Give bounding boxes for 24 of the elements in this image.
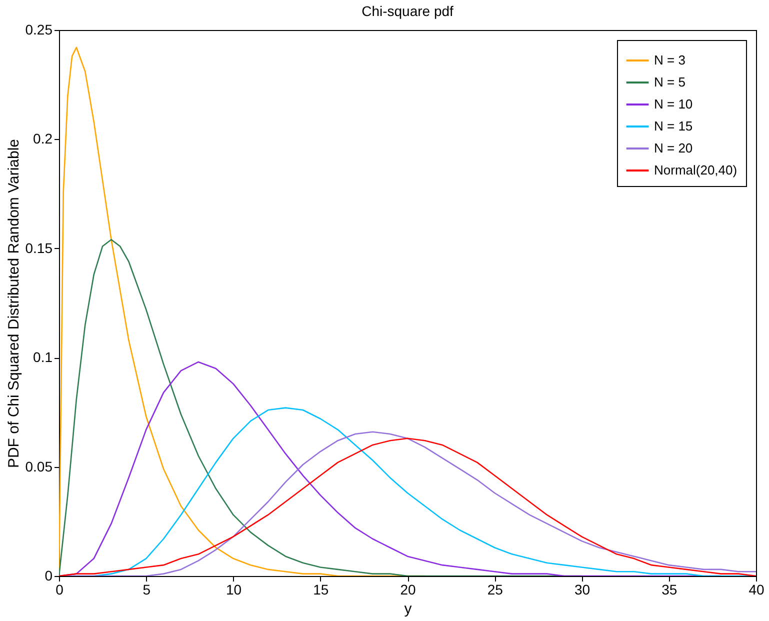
x-tick-label: 40 [748,582,764,598]
legend-label: Normal(20,40) [654,162,738,178]
y-tick-label: 0.1 [33,349,53,366]
x-tick-label: 5 [142,582,151,598]
legend-label: N = 3 [654,52,686,68]
y-axis-title: PDF of Chi Squared Distributed Random Variable [5,138,22,468]
y-tick-label: 0 [44,568,53,584]
x-tick-label: 20 [400,582,416,598]
x-tick-label: 0 [56,582,64,598]
legend-label: N = 15 [654,118,693,134]
x-tick-label: 15 [313,582,329,598]
y-tick-label: 0.05 [25,458,53,474]
y-tick-label: 0.2 [33,130,53,147]
y-tick-label: 0.25 [25,22,53,38]
x-axis-title: y [404,600,412,618]
x-tick-label: 30 [574,582,590,598]
x-tick-label: 35 [662,582,678,598]
legend-label: N = 10 [654,96,693,112]
chart-title: Chi-square pdf [362,3,454,19]
x-tick-label: 10 [226,582,242,598]
y-tick-label: 0.15 [25,240,53,256]
legend-label: N = 5 [654,74,686,90]
x-tick-label: 25 [487,582,504,598]
legend-label: N = 20 [654,140,693,156]
